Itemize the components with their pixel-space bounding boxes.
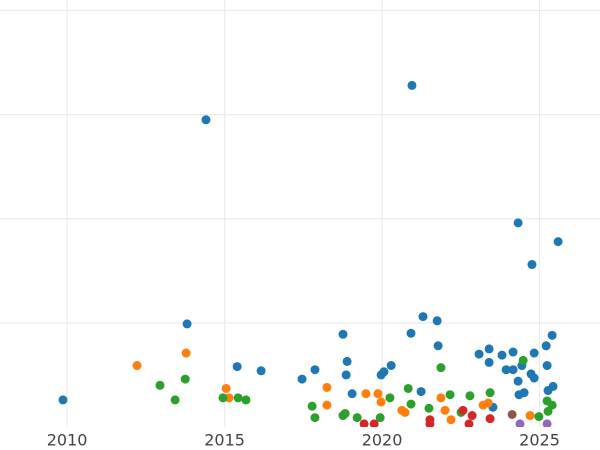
point [386,361,396,371]
point [547,400,557,410]
point [406,399,416,409]
point [518,355,528,365]
point [445,390,455,400]
point [542,419,552,427]
point [322,400,332,410]
point [232,362,242,372]
point [369,419,379,427]
point [424,403,434,413]
point [310,413,320,423]
grid [0,0,600,427]
point [432,316,442,326]
point [347,389,357,399]
point [416,387,426,397]
point [507,410,517,420]
point [218,393,228,403]
point [541,341,551,351]
point [322,382,332,392]
point [525,411,535,421]
point [513,218,523,228]
point [375,413,385,423]
point [403,383,413,393]
point [484,344,494,354]
point [467,411,477,421]
point [201,115,211,125]
point [519,388,529,398]
point [406,328,416,338]
point [458,405,468,415]
point [170,395,180,405]
point [446,415,456,425]
point [515,419,525,427]
point [385,393,395,403]
point [465,391,475,401]
point [376,397,386,407]
x-axis: 2010 2015 2020 2025 [47,431,560,450]
point [436,363,446,373]
point [233,393,243,403]
point [436,393,446,403]
point [256,366,266,376]
point [407,80,417,90]
point [155,380,165,390]
point [182,319,192,329]
point [379,367,389,377]
point [181,348,191,358]
point [527,260,537,270]
x-tick-label: 2020 [362,431,403,450]
point [440,405,450,415]
point [221,383,231,393]
point [297,374,307,384]
point [310,365,320,375]
point [542,361,552,371]
point [547,330,557,340]
point [241,395,251,405]
point [338,329,348,339]
point [373,389,383,399]
point [485,414,495,424]
point [307,401,317,411]
point [483,398,493,408]
point [474,349,484,359]
point [464,419,474,427]
point [497,350,507,360]
point [508,347,518,357]
point [359,419,369,427]
point [180,374,190,384]
point [361,389,371,399]
x-tick-label: 2010 [47,431,88,450]
point [484,357,494,367]
point [132,361,142,371]
point [400,407,410,417]
point [508,365,518,375]
point [529,348,539,358]
point [342,356,352,366]
point [513,376,523,386]
point [501,365,511,375]
point [338,411,348,421]
point [548,381,558,391]
x-tick-label: 2015 [204,431,245,450]
point [58,395,68,405]
x-tick-label: 2025 [519,431,560,450]
point [433,341,443,351]
plot-area [58,80,563,427]
point [529,373,539,383]
point [418,312,428,322]
point [352,413,362,423]
point [425,419,435,427]
point [485,388,495,398]
point [341,370,351,380]
point [534,412,544,422]
point [553,237,563,247]
